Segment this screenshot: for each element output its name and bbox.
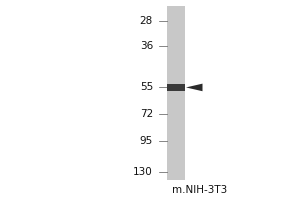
Bar [167,6,184,180]
Text: 28: 28 [140,16,153,26]
Text: 55: 55 [140,82,153,92]
Text: 130: 130 [133,167,153,177]
Bar [167,84,184,91]
Text: m.NIH-3T3: m.NIH-3T3 [172,185,227,195]
Text: 72: 72 [140,109,153,119]
Text: 95: 95 [140,136,153,146]
Polygon shape [186,84,202,91]
Text: 36: 36 [140,41,153,51]
